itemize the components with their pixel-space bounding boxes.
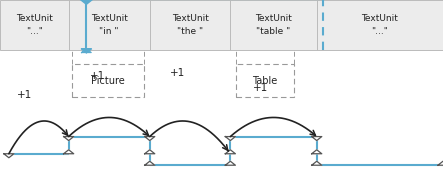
Text: +1: +1 bbox=[17, 91, 32, 100]
Polygon shape bbox=[225, 137, 235, 141]
Polygon shape bbox=[82, 49, 91, 53]
Polygon shape bbox=[225, 150, 235, 154]
FancyBboxPatch shape bbox=[236, 64, 294, 97]
Polygon shape bbox=[312, 161, 322, 165]
Polygon shape bbox=[4, 154, 14, 158]
Text: TextUnit
"table ": TextUnit "table " bbox=[255, 14, 292, 36]
Text: TextUnit
"in ": TextUnit "in " bbox=[91, 14, 128, 36]
Polygon shape bbox=[145, 137, 155, 141]
Polygon shape bbox=[145, 161, 155, 165]
Text: TextUnit
"...": TextUnit "..." bbox=[361, 14, 398, 36]
FancyBboxPatch shape bbox=[72, 64, 144, 97]
Polygon shape bbox=[312, 150, 322, 154]
Text: +1: +1 bbox=[90, 71, 105, 81]
Text: +1: +1 bbox=[170, 68, 185, 78]
Text: TextUnit
"...": TextUnit "..." bbox=[16, 14, 53, 36]
Polygon shape bbox=[312, 137, 322, 141]
Polygon shape bbox=[225, 161, 235, 165]
Polygon shape bbox=[64, 137, 74, 141]
Text: Table: Table bbox=[253, 76, 277, 86]
Text: Picture: Picture bbox=[91, 76, 125, 86]
Polygon shape bbox=[80, 0, 93, 4]
Polygon shape bbox=[145, 150, 155, 154]
Polygon shape bbox=[438, 161, 443, 165]
Text: +1: +1 bbox=[253, 83, 268, 93]
Polygon shape bbox=[81, 49, 92, 53]
Bar bbox=[0, 0, 443, 50]
Text: TextUnit
"the ": TextUnit "the " bbox=[171, 14, 209, 36]
Polygon shape bbox=[64, 150, 74, 154]
